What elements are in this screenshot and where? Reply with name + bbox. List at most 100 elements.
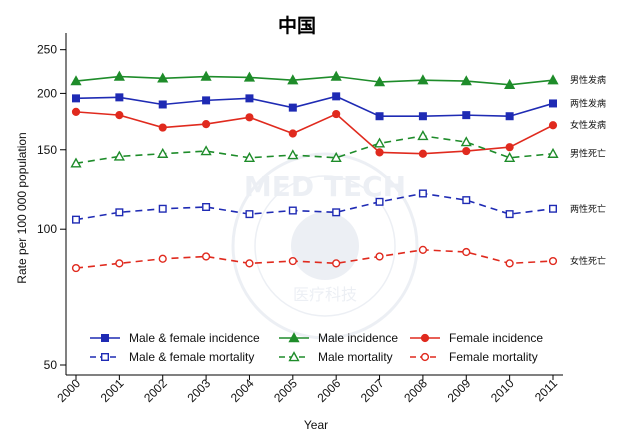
legend-label: Female incidence (449, 331, 543, 345)
data-point (202, 202, 211, 211)
legend-item: Female mortality (410, 350, 538, 364)
data-point (71, 263, 81, 273)
series-end-label: 女性发病 (570, 119, 606, 131)
data-point (157, 147, 169, 158)
watermark-text-top: MED TECH (244, 170, 406, 203)
x-tick-label: 2007 (358, 376, 387, 405)
data-point (158, 123, 167, 132)
series-2 (71, 107, 558, 158)
series-1 (70, 70, 559, 89)
series-line (75, 111, 554, 155)
data-point (245, 94, 254, 103)
series-line (75, 192, 554, 221)
legend-swatch-marker (288, 332, 300, 343)
y-ticks: 50 100 150 200 250 (37, 43, 66, 372)
legend-item: Male & female mortality (90, 350, 254, 364)
legend-swatch-marker (420, 333, 430, 343)
data-point (115, 111, 124, 120)
x-tick-label: 2009 (445, 376, 474, 405)
series-line (75, 95, 554, 118)
data-point (287, 74, 299, 85)
data-point (505, 210, 514, 219)
data-point (549, 204, 558, 213)
series-end-label: 两性发病 (570, 97, 606, 109)
data-point (462, 111, 471, 120)
data-point (373, 76, 386, 87)
data-point (288, 129, 297, 138)
legend-item: Female incidence (410, 331, 543, 345)
x-axis-title: Year (304, 418, 328, 432)
data-point (417, 130, 429, 141)
y-tick-label: 100 (37, 222, 57, 236)
data-point (418, 245, 428, 254)
data-point (332, 259, 341, 268)
watermark-logo: MED TECH 医疗科技 (231, 152, 419, 340)
data-point (200, 145, 212, 156)
data-point (245, 113, 254, 122)
legend-swatch-marker (420, 352, 430, 362)
x-tick-label: 2011 (532, 376, 560, 404)
data-point (202, 96, 211, 105)
data-point (245, 210, 254, 219)
data-point (158, 100, 167, 109)
series-end-label: 男性发病 (570, 74, 606, 86)
series-line (75, 135, 554, 165)
data-point (243, 71, 256, 82)
data-point (115, 208, 124, 217)
data-point (548, 256, 558, 266)
series-line (75, 249, 554, 269)
x-ticks: 2000 2001 2002 2003 2004 2005 2006 2007 2008 2009… (54, 375, 560, 405)
data-point (332, 109, 341, 119)
data-point (157, 72, 169, 83)
data-point (549, 99, 558, 108)
data-point (460, 75, 472, 86)
data-point (332, 208, 341, 217)
legend-label: Male & female mortality (129, 350, 254, 364)
data-point (505, 259, 514, 268)
data-point (200, 70, 212, 81)
y-tick-label: 50 (44, 358, 58, 372)
legend-item: Male incidence (279, 331, 398, 345)
x-tick-label: 2003 (184, 376, 213, 405)
axes (65, 33, 563, 376)
y-tick-label: 150 (37, 143, 57, 157)
data-point (460, 136, 472, 147)
series-end-label: 女性死亡 (570, 255, 606, 267)
data-point (245, 259, 254, 268)
x-tick-label: 2006 (315, 376, 344, 405)
data-point (504, 78, 516, 89)
series-end-label: 两性死亡 (570, 203, 606, 215)
legend-label: Male incidence (318, 331, 398, 345)
chart-title: 中国 (278, 14, 316, 37)
data-point (547, 147, 559, 158)
data-point (158, 254, 167, 263)
y-tick-label: 250 (37, 43, 57, 57)
data-point (418, 149, 428, 158)
data-point (70, 157, 82, 168)
data-point (418, 189, 427, 198)
data-point (201, 252, 211, 261)
data-point (332, 92, 341, 101)
data-point (113, 150, 125, 161)
series-end-label: 男性死亡 (570, 148, 606, 160)
legend-label: Male mortality (318, 350, 393, 364)
legend: Male & female incidence Male incidence Fem… (90, 331, 543, 364)
data-point (330, 70, 342, 81)
data-point (71, 107, 81, 116)
legend-swatch-marker (100, 353, 109, 362)
data-point (201, 119, 211, 129)
legend-swatch-marker (100, 334, 109, 343)
x-tick-label: 2008 (401, 376, 430, 405)
data-point (115, 93, 124, 102)
data-point (288, 103, 297, 112)
x-tick-label: 2001 (98, 376, 127, 405)
y-axis-title: Rate per 100 000 population (15, 132, 29, 283)
legend-swatch-marker (288, 351, 300, 362)
data-point (417, 74, 429, 85)
data-point (288, 256, 297, 266)
data-point (547, 74, 559, 85)
data-point (462, 196, 471, 205)
legend-label: Female mortality (449, 350, 538, 364)
